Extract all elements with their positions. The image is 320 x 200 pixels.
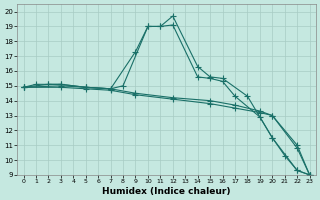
X-axis label: Humidex (Indice chaleur): Humidex (Indice chaleur): [102, 187, 231, 196]
